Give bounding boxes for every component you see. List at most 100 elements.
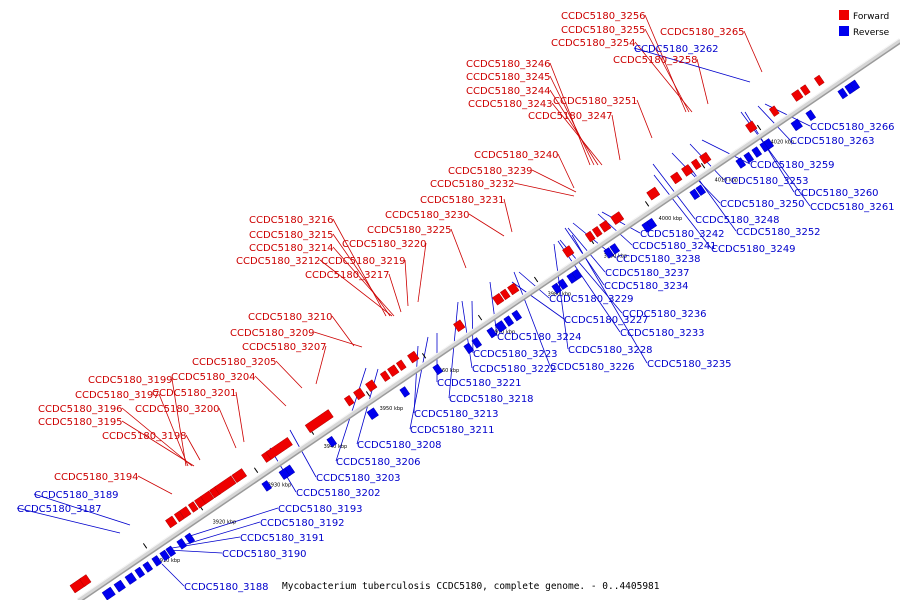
leader-line	[549, 62, 591, 166]
reverse-gene	[511, 309, 523, 322]
forward-gene-label: CCDC5180_3198	[102, 431, 187, 442]
forward-gene-label: CCDC5180_3212	[236, 256, 321, 267]
reverse-gene-label: CCDC5180_3222	[472, 364, 557, 375]
forward-gene	[173, 510, 185, 523]
leader-line	[553, 243, 569, 350]
leader-line	[331, 315, 355, 347]
leader-line	[448, 301, 459, 399]
leader-line	[171, 378, 187, 467]
forward-gene-label: CCDC5180_3201	[152, 388, 237, 399]
forward-gene	[214, 475, 237, 495]
forward-gene	[610, 211, 625, 225]
forward-gene-label: CCDC5180_3247	[528, 111, 613, 122]
forward-gene-label: CCDC5180_3196	[38, 404, 123, 415]
forward-gene-label: CCDC5180_3230	[385, 210, 470, 221]
tick-label: 3950 kbp	[380, 406, 404, 412]
reverse-gene	[751, 146, 763, 158]
tick-mark	[533, 276, 539, 283]
forward-gene	[179, 506, 192, 519]
gene-features	[69, 74, 861, 600]
forward-gene-label: CCDC5180_3209	[230, 328, 315, 339]
reverse-gene-label: CCDC5180_3218	[449, 394, 534, 405]
leader-line	[275, 360, 303, 389]
forward-gene-label: CCDC5180_3195	[38, 417, 123, 428]
reverse-gene-label: CCDC5180_3248	[695, 215, 780, 226]
forward-gene-label: CCDC5180_3216	[249, 215, 334, 226]
tick-label: 3910 kbp	[157, 558, 181, 564]
leader-line	[158, 393, 189, 467]
forward-gene-label: CCDC5180_3243	[468, 99, 553, 110]
reverse-gene-label: CCDC5180_3236	[622, 309, 707, 320]
map-caption: Mycobacterium tuberculosis CCDC5180, com…	[282, 581, 660, 592]
reverse-gene	[366, 407, 379, 421]
forward-gene	[387, 364, 400, 378]
reverse-gene	[463, 342, 475, 355]
leader-lines	[16, 14, 811, 587]
reverse-gene	[159, 549, 171, 562]
forward-gene	[670, 171, 683, 185]
forward-gene-label: CCDC5180_3205	[192, 357, 277, 368]
reverse-gene	[689, 188, 701, 201]
leader-line	[185, 434, 201, 461]
forward-gene	[646, 186, 661, 201]
tick-marks: 3910 kbp 3920 kbp 3930 kbp 3940 kbp 3950 kbp…	[142, 124, 795, 564]
reverse-gene	[432, 363, 444, 376]
tick-label: 4020 kbp	[771, 140, 795, 146]
backbone	[76, 38, 900, 600]
reverse-gene	[142, 561, 154, 573]
leader-line	[319, 259, 393, 317]
tick-label: 4000 kbp	[659, 216, 683, 222]
forward-gene	[584, 230, 596, 243]
reverse-gene-label: CCDC5180_3249	[711, 244, 796, 255]
leader-line	[549, 75, 595, 166]
forward-gene	[453, 319, 466, 333]
leader-line	[503, 198, 513, 233]
legend-reverse-label: Reverse	[853, 28, 890, 38]
tick-mark	[253, 467, 259, 473]
reverse-gene	[743, 151, 755, 164]
leader-line	[644, 28, 690, 113]
leader-line	[513, 271, 551, 367]
leader-line	[511, 281, 565, 320]
reverse-gene-label: CCDC5180_3206	[336, 457, 421, 468]
reverse-gene-label: CCDC5180_3221	[437, 378, 522, 389]
leader-line	[450, 228, 467, 269]
reverse-gene	[284, 464, 296, 477]
reverse-gene	[101, 586, 116, 600]
leader-line	[137, 475, 173, 495]
leader-line	[757, 105, 791, 141]
reverse-gene-label: CCDC5180_3266	[810, 122, 895, 133]
reverse-gene-label: CCDC5180_3238	[616, 254, 701, 265]
forward-gene-label: CCDC5180_3219	[321, 256, 406, 267]
forward-gene-label: CCDC5180_3239	[448, 166, 533, 177]
forward-gene-label: CCDC5180_3244	[466, 86, 551, 97]
reverse-gene-label: CCDC5180_3187	[17, 504, 102, 515]
reverse-gene-label: CCDC5180_3233	[620, 328, 705, 339]
tick-label: 3930 kbp	[268, 482, 292, 488]
reverse-gene-label: CCDC5180_3224	[497, 332, 582, 343]
reverse-gene	[124, 572, 137, 585]
forward-gene	[200, 490, 215, 505]
reverse-gene-label: CCDC5180_3229	[549, 294, 634, 305]
reverse-gene	[471, 337, 483, 349]
leader-line	[289, 429, 317, 478]
forward-gene-label: CCDC5180_3251	[553, 96, 638, 107]
reverse-gene	[557, 278, 569, 291]
forward-gene	[231, 468, 248, 484]
tick-label: 3940 kbp	[324, 444, 348, 450]
leader-line	[189, 507, 279, 537]
leader-line	[218, 407, 237, 449]
leader-line	[531, 169, 577, 193]
leader-line	[468, 213, 505, 237]
leader-line	[513, 182, 575, 197]
forward-gene-label: CCDC5180_3199	[88, 375, 173, 386]
forward-gene	[799, 84, 811, 96]
reverse-gene	[695, 184, 707, 197]
forward-gene-label: CCDC5180_3217	[305, 270, 390, 281]
leader-line	[16, 507, 121, 534]
leader-line	[332, 233, 391, 317]
forward-gene-label: CCDC5180_3255	[561, 25, 646, 36]
leader-line	[33, 493, 131, 526]
leader-line	[652, 163, 696, 220]
